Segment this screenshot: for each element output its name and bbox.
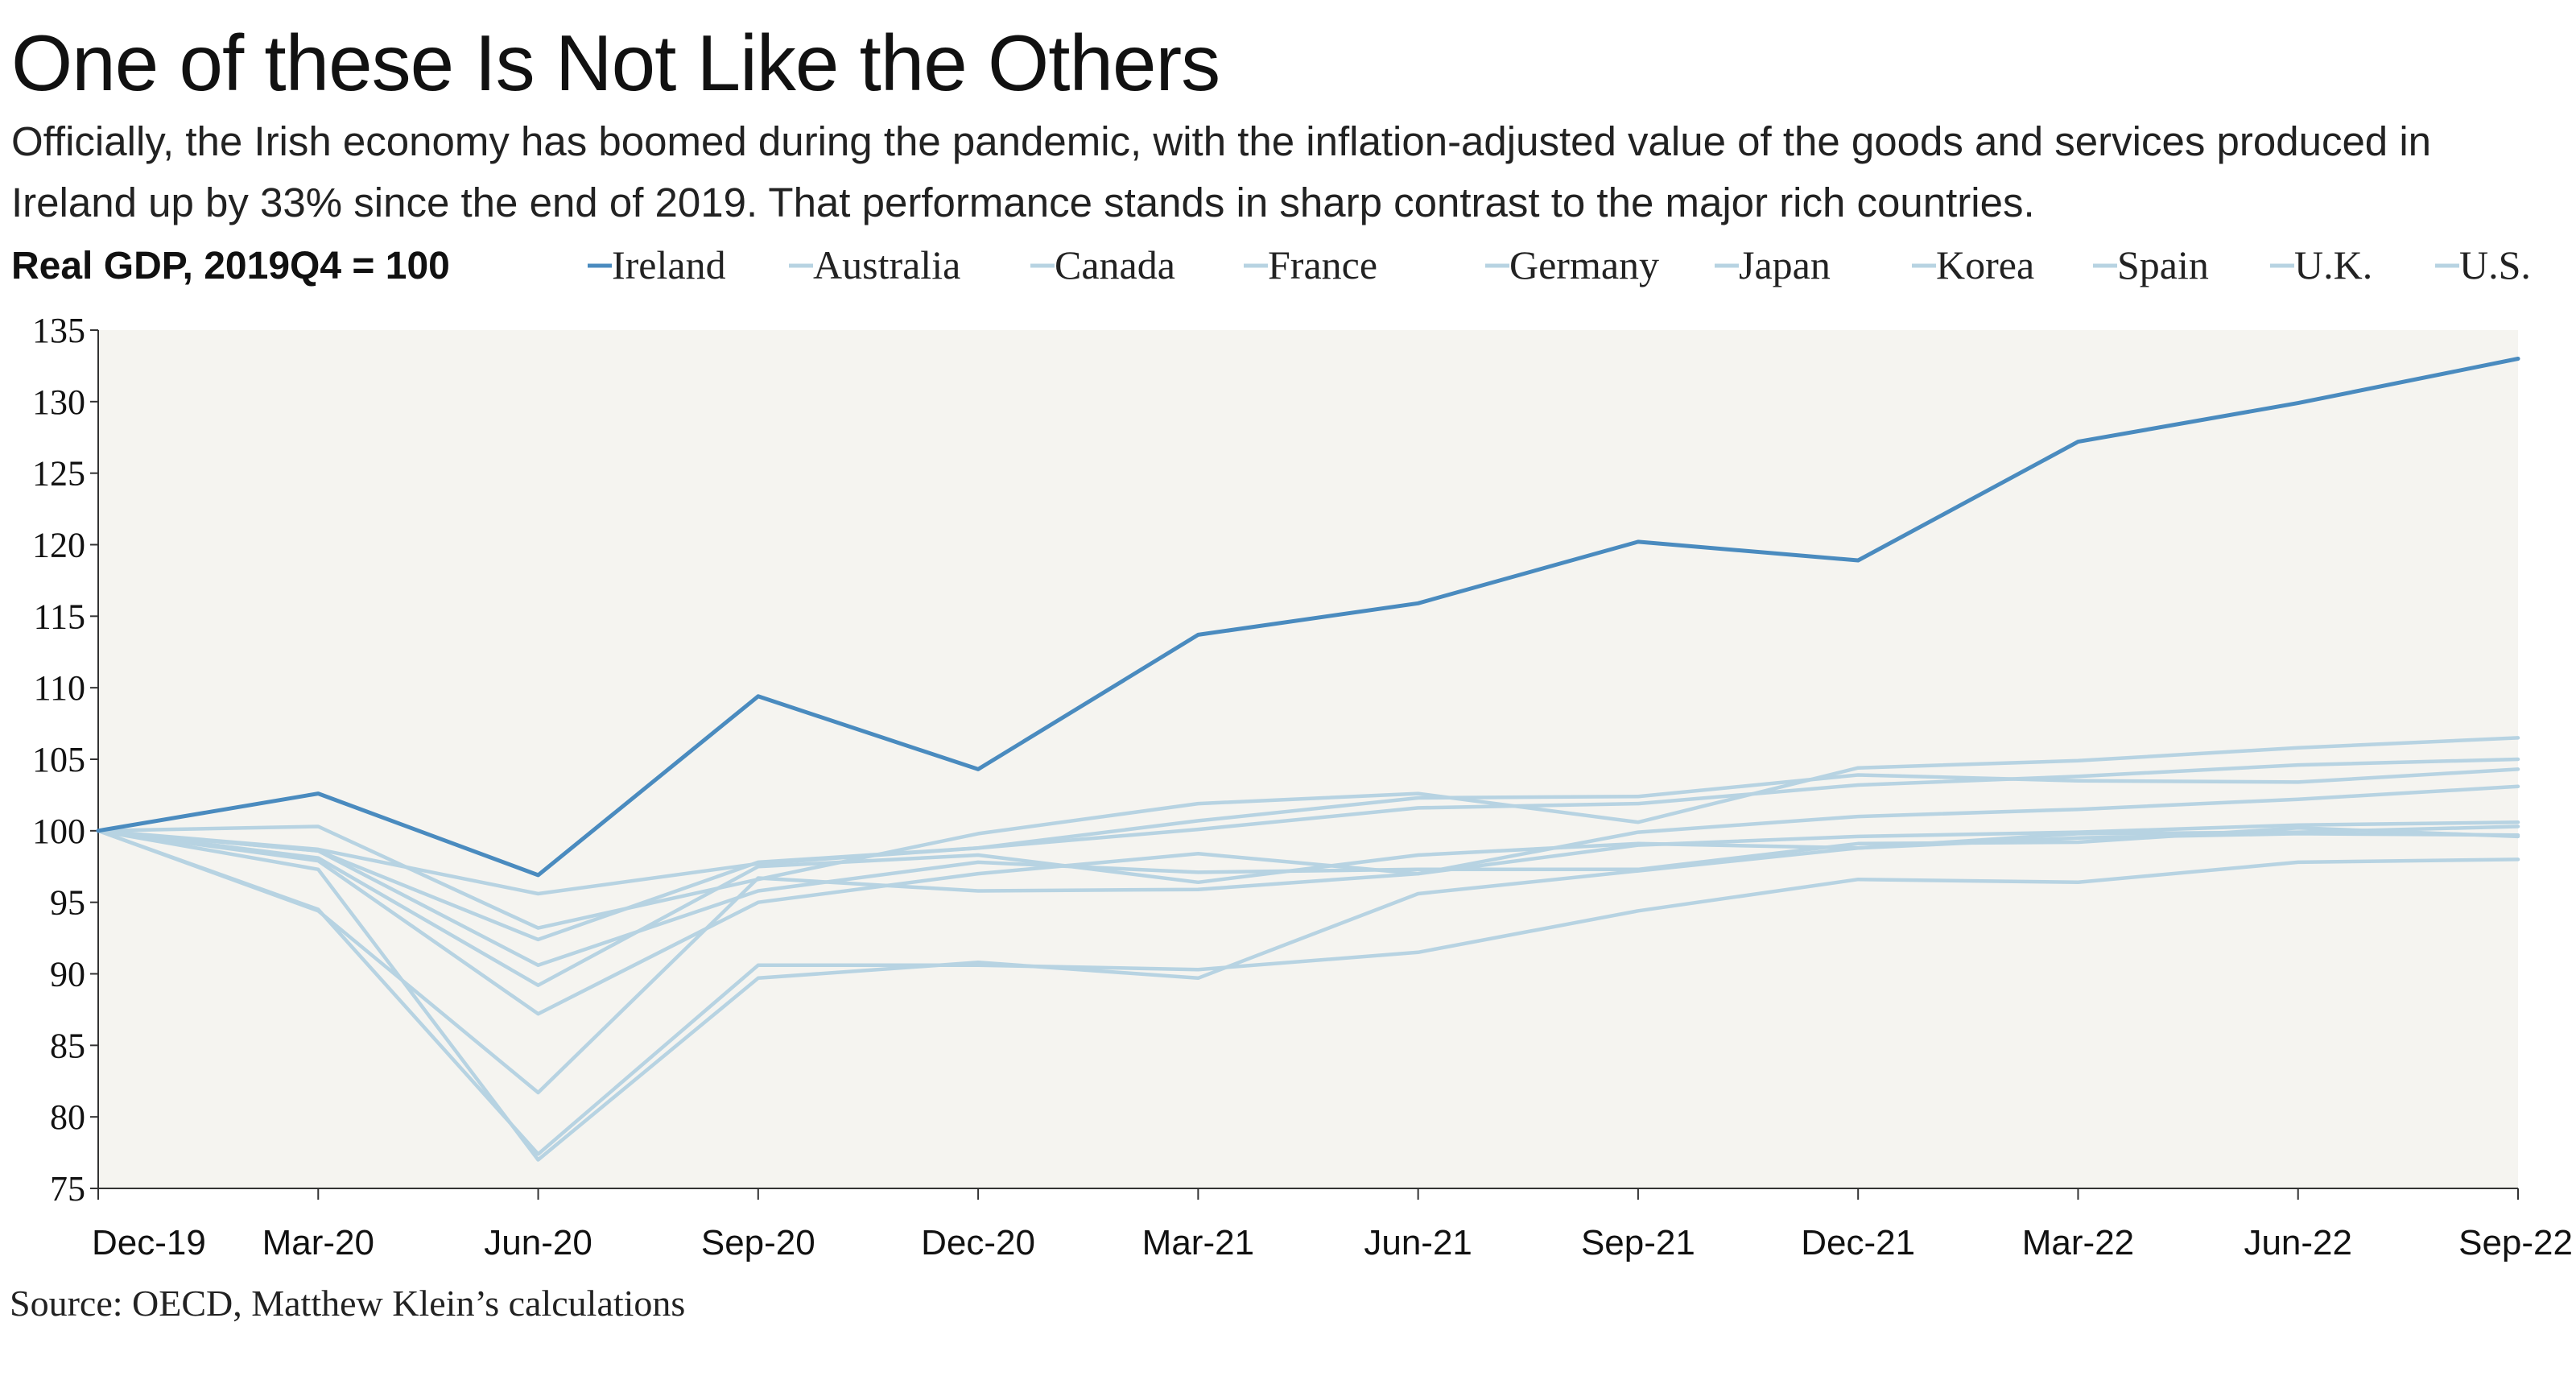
y-tick-label: 80 xyxy=(50,1097,85,1137)
y-tick-label: 105 xyxy=(32,740,85,779)
legend-label: U.K. xyxy=(2294,242,2372,287)
x-tick-label: Sep-20 xyxy=(701,1223,815,1262)
x-tick-label: Jun-20 xyxy=(484,1223,592,1262)
series-line-japan xyxy=(96,826,2520,968)
legend-item: Ireland xyxy=(588,242,726,287)
x-tick-label: Jun-22 xyxy=(2244,1223,2352,1262)
y-tick-label: 125 xyxy=(32,454,85,494)
y-tick-label: 115 xyxy=(34,597,85,636)
x-tick-label: Dec-21 xyxy=(1801,1223,1915,1262)
legend-item: Spain xyxy=(2093,242,2209,287)
y-tick-label: 130 xyxy=(32,382,85,422)
y-tick-label: 120 xyxy=(32,526,85,565)
legend-label: U.S. xyxy=(2459,242,2531,287)
x-tick-label: Sep-22 xyxy=(2458,1223,2573,1262)
series-line-france xyxy=(96,820,2520,1095)
chart-subtitle: Officially, the Irish economy has boomed… xyxy=(11,118,2432,225)
legend-item: Japan xyxy=(1715,242,1831,287)
series-line-australia xyxy=(96,736,2520,930)
x-tick-label: Jun-21 xyxy=(1364,1223,1472,1262)
series-line-u-k xyxy=(96,828,2520,1162)
legend: Ireland Australia Canada France Germany Japan… xyxy=(588,242,2531,287)
x-axis: Dec-19 Mar-20 Jun-20 Sep-20 Dec-20 Mar-21 Jun-… xyxy=(92,1188,2573,1262)
legend-label: Germany xyxy=(1509,242,1659,287)
x-tick-label: Dec-20 xyxy=(921,1223,1035,1262)
y-axis-title: Real GDP, 2019Q4 = 100 xyxy=(11,245,450,287)
x-tick-label: Mar-22 xyxy=(2022,1223,2134,1262)
legend-item: Germany xyxy=(1485,242,1659,287)
legend-item: France xyxy=(1244,242,1377,287)
series-line-ireland xyxy=(96,357,2520,878)
legend-label: Canada xyxy=(1055,242,1175,287)
legend-label: Korea xyxy=(1936,242,2034,287)
legend-label: Ireland xyxy=(612,242,726,287)
legend-item: U.K. xyxy=(2270,242,2372,287)
legend-label: Japan xyxy=(1739,242,1831,287)
y-tick-label: 100 xyxy=(32,812,85,851)
chart-title: One of these Is Not Like the Others xyxy=(11,19,1220,107)
y-tick-label: 85 xyxy=(50,1026,85,1065)
series-lines xyxy=(96,357,2520,1162)
legend-label: Australia xyxy=(813,242,960,287)
x-tick-label: Dec-19 xyxy=(92,1223,206,1262)
y-tick-label: 110 xyxy=(34,668,85,708)
source-note: Source: OECD, Matthew Klein’s calculatio… xyxy=(10,1283,686,1324)
x-tick-label: Sep-21 xyxy=(1581,1223,1695,1262)
y-axis: 75 80 85 90 95 100 105 110 115 120 125 130 135 xyxy=(32,311,99,1209)
legend-label: Spain xyxy=(2117,242,2209,287)
legend-item: Canada xyxy=(1030,242,1175,287)
y-tick-label: 75 xyxy=(50,1169,85,1209)
series-line-u-s xyxy=(96,767,2520,942)
legend-label: France xyxy=(1268,242,1377,287)
legend-item: Australia xyxy=(789,242,960,287)
series-line-canada xyxy=(96,784,2520,1016)
legend-item: U.S. xyxy=(2435,242,2531,287)
series-line-germany xyxy=(96,824,2520,987)
x-tick-label: Mar-20 xyxy=(262,1223,374,1262)
legend-item: Korea xyxy=(1912,242,2034,287)
y-tick-label: 135 xyxy=(32,311,85,350)
y-tick-label: 90 xyxy=(50,955,85,994)
series-line-korea xyxy=(96,757,2520,896)
y-tick-label: 95 xyxy=(50,883,85,923)
x-tick-label: Mar-21 xyxy=(1142,1223,1254,1262)
